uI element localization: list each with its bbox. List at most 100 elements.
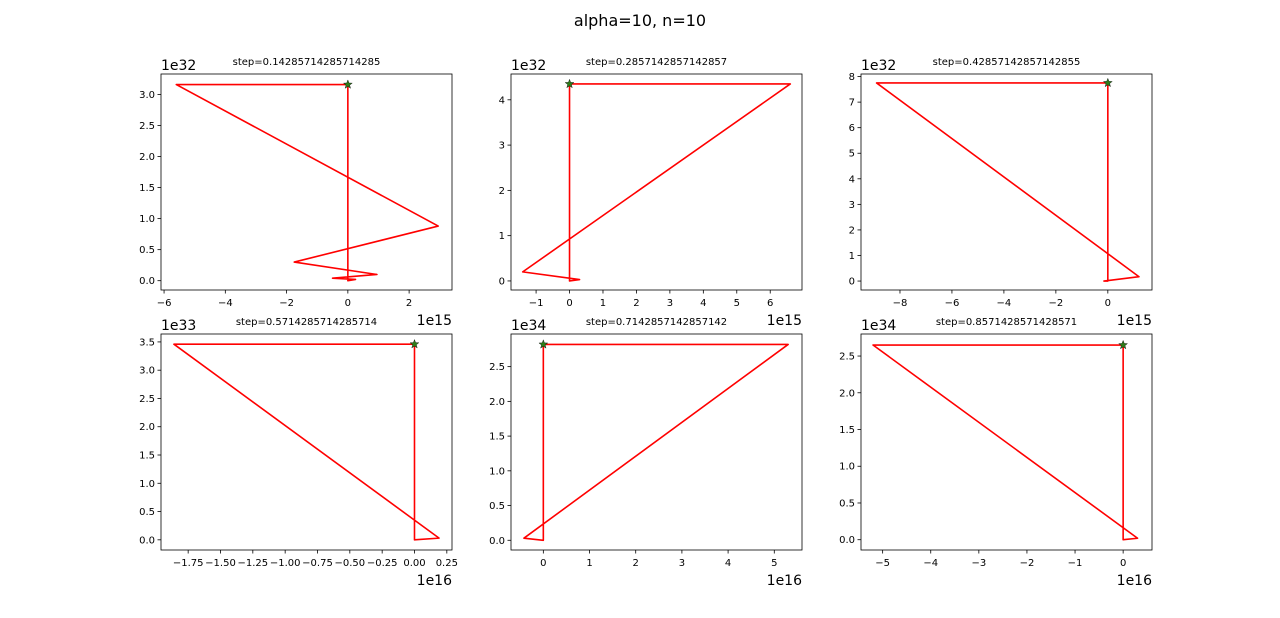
plot-area bbox=[875, 77, 1140, 282]
y-tick-label: 5 bbox=[849, 149, 855, 160]
x-tick-label: −1.00 bbox=[270, 558, 301, 569]
x-offset-label: 1e16 bbox=[417, 573, 452, 589]
x-tick-label: −2 bbox=[1020, 558, 1035, 569]
x-offset-label: 1e15 bbox=[417, 313, 452, 329]
y-offset-label: 1e32 bbox=[861, 58, 896, 74]
axes-frame bbox=[860, 333, 1153, 551]
subplot-5: step=0.7142857142857142 0 1 2 3 4 5 0.0 0.5 1.0 1.… bbox=[489, 317, 803, 589]
axes-frame bbox=[160, 73, 453, 291]
x-tick-label: 0 bbox=[1120, 558, 1126, 569]
x-tick-label: 0 bbox=[345, 298, 351, 309]
series-line bbox=[173, 343, 440, 541]
subplot-3: step=0.42857142857142855 −8 −6 −4 −2 0 0 1 2 3 4 5 6… bbox=[849, 57, 1153, 329]
x-tick-label: 2 bbox=[633, 558, 639, 569]
subplot-title: step=0.8571428571428571 bbox=[936, 317, 1077, 328]
star-marker bbox=[1118, 339, 1129, 350]
x-tick-label: 4 bbox=[700, 298, 706, 309]
y-offset-label: 1e32 bbox=[161, 58, 196, 74]
x-tick-label: 6 bbox=[767, 298, 773, 309]
y-tick-label: 0.0 bbox=[139, 276, 155, 287]
x-tick-label: 0.25 bbox=[436, 558, 458, 569]
x-offset-label: 1e16 bbox=[1117, 573, 1152, 589]
x-tick-label: 1 bbox=[586, 558, 592, 569]
x-tick-label: −6 bbox=[945, 298, 960, 309]
y-tick-label: 2.5 bbox=[139, 121, 155, 132]
plot-area bbox=[521, 78, 792, 282]
x-tick-label: −0.50 bbox=[334, 558, 365, 569]
y-tick-label: 2 bbox=[849, 225, 855, 236]
series-line bbox=[175, 83, 440, 282]
y-tick-label: 4 bbox=[499, 95, 505, 106]
x-tick-label: −1.75 bbox=[173, 558, 204, 569]
x-tick-label: −0.75 bbox=[302, 558, 333, 569]
axes-frame bbox=[860, 73, 1153, 291]
y-tick-label: 1.0 bbox=[139, 214, 155, 225]
subplot-2: step=0.2857142857142857 −1 0 1 2 3 4 5 6 0 1 2 3 4 1e3… bbox=[499, 57, 803, 329]
x-tick-label: 0 bbox=[1105, 298, 1111, 309]
y-tick-label: 1.5 bbox=[139, 451, 155, 462]
y-tick-label: 3.5 bbox=[139, 337, 155, 348]
y-tick-label: 8 bbox=[849, 72, 855, 83]
figure-title: alpha=10, n=10 bbox=[574, 11, 706, 30]
plot-area bbox=[872, 339, 1139, 541]
star-marker bbox=[538, 339, 549, 349]
y-tick-label: 2.0 bbox=[489, 397, 505, 408]
star-marker bbox=[409, 338, 420, 349]
y-tick-label: 1.5 bbox=[489, 432, 505, 443]
axes-frame bbox=[510, 73, 803, 291]
x-tick-label: −1.50 bbox=[205, 558, 236, 569]
series-line bbox=[523, 343, 789, 542]
y-tick-label: 3 bbox=[849, 200, 855, 211]
subplot-title: step=0.2857142857142857 bbox=[586, 57, 727, 68]
subplot-title: step=0.5714285714285714 bbox=[236, 317, 377, 328]
y-tick-label: 3.0 bbox=[139, 366, 155, 377]
subplot-4: step=0.5714285714285714 −1.75 −1.50 −1.25 −1… bbox=[139, 317, 458, 589]
x-tick-label: 3 bbox=[667, 298, 673, 309]
subplot-title: step=0.14285714285714285 bbox=[233, 57, 381, 68]
y-tick-label: 7 bbox=[849, 98, 855, 109]
x-tick-label: −1.25 bbox=[237, 558, 268, 569]
y-tick-label: 1.0 bbox=[839, 462, 855, 473]
y-tick-label: 0 bbox=[849, 277, 855, 288]
y-tick-label: 2.0 bbox=[139, 422, 155, 433]
y-tick-label: 2.5 bbox=[139, 394, 155, 405]
star-marker bbox=[564, 78, 575, 89]
x-tick-label: 3 bbox=[679, 558, 685, 569]
y-tick-label: 0.5 bbox=[489, 501, 505, 512]
x-tick-label: 2 bbox=[633, 298, 639, 309]
y-tick-label: 3.0 bbox=[139, 90, 155, 101]
y-tick-label: 1.0 bbox=[139, 479, 155, 490]
x-tick-label: −3 bbox=[971, 558, 986, 569]
subplot-title: step=0.42857142857142855 bbox=[933, 57, 1081, 68]
x-tick-label: −2 bbox=[1048, 298, 1063, 309]
y-tick-label: 6 bbox=[849, 123, 855, 134]
x-tick-label: 4 bbox=[725, 558, 731, 569]
y-tick-label: 2.0 bbox=[839, 388, 855, 399]
y-offset-label: 1e34 bbox=[511, 318, 546, 334]
x-tick-label: 0.00 bbox=[403, 558, 425, 569]
y-tick-label: 2 bbox=[499, 186, 505, 197]
y-tick-label: 0.0 bbox=[489, 536, 505, 547]
y-offset-label: 1e34 bbox=[861, 318, 896, 334]
x-tick-label: −2 bbox=[279, 298, 294, 309]
star-marker bbox=[1102, 77, 1113, 88]
y-tick-label: 0.0 bbox=[139, 535, 155, 546]
x-tick-label: 5 bbox=[734, 298, 740, 309]
plot-area bbox=[175, 79, 440, 282]
subplot-6: step=0.8571428571428571 −5 −4 −3 −2 −1 0 0.0 0.5… bbox=[839, 317, 1153, 589]
y-tick-label: 0.0 bbox=[839, 535, 855, 546]
x-tick-label: 0 bbox=[566, 298, 572, 309]
subplot-title: step=0.7142857142857142 bbox=[586, 317, 727, 328]
y-tick-label: 4 bbox=[849, 174, 855, 185]
y-tick-label: 0.5 bbox=[139, 507, 155, 518]
x-offset-label: 1e15 bbox=[767, 313, 802, 329]
series-line bbox=[521, 83, 792, 282]
y-tick-label: 1.0 bbox=[489, 466, 505, 477]
y-tick-label: 3 bbox=[499, 141, 505, 152]
x-tick-label: −1 bbox=[529, 298, 544, 309]
series-line bbox=[872, 344, 1139, 541]
y-tick-label: 1 bbox=[499, 231, 505, 242]
x-offset-label: 1e16 bbox=[767, 573, 802, 589]
y-tick-label: 0.5 bbox=[839, 498, 855, 509]
x-tick-label: 0 bbox=[540, 558, 546, 569]
